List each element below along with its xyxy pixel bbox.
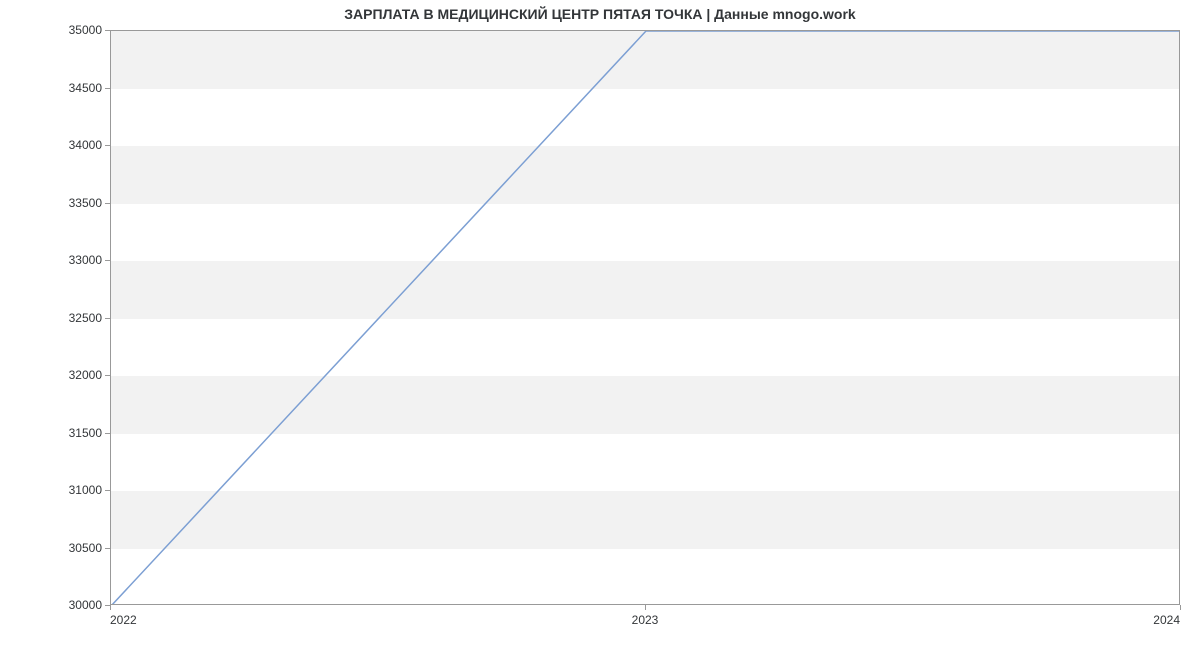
y-tick-mark	[105, 548, 110, 549]
y-tick-mark	[105, 88, 110, 89]
y-tick-mark	[105, 30, 110, 31]
y-tick-mark	[105, 260, 110, 261]
chart-title: ЗАРПЛАТА В МЕДИЦИНСКИЙ ЦЕНТР ПЯТАЯ ТОЧКА…	[0, 6, 1200, 22]
y-tick-mark	[105, 145, 110, 146]
y-tick-label: 32000	[69, 368, 102, 382]
x-tick-label: 2022	[110, 613, 137, 627]
y-tick-mark	[105, 203, 110, 204]
plot-area	[110, 30, 1180, 605]
x-tick-label: 2024	[1153, 613, 1180, 627]
y-tick-mark	[105, 433, 110, 434]
line-layer	[111, 31, 1180, 605]
y-tick-label: 34000	[69, 138, 102, 152]
x-tick-mark	[110, 605, 111, 610]
y-tick-label: 33000	[69, 253, 102, 267]
y-tick-label: 30000	[69, 598, 102, 612]
x-tick-label: 2023	[632, 613, 659, 627]
series-line	[111, 31, 1180, 605]
y-tick-mark	[105, 375, 110, 376]
y-tick-label: 33500	[69, 196, 102, 210]
y-tick-label: 31500	[69, 426, 102, 440]
chart-container: ЗАРПЛАТА В МЕДИЦИНСКИЙ ЦЕНТР ПЯТАЯ ТОЧКА…	[0, 0, 1200, 650]
y-tick-mark	[105, 490, 110, 491]
y-tick-label: 35000	[69, 23, 102, 37]
y-tick-label: 32500	[69, 311, 102, 325]
y-tick-mark	[105, 318, 110, 319]
x-tick-mark	[645, 605, 646, 610]
x-tick-mark	[1180, 605, 1181, 610]
y-tick-label: 30500	[69, 541, 102, 555]
y-tick-label: 31000	[69, 483, 102, 497]
y-tick-label: 34500	[69, 81, 102, 95]
